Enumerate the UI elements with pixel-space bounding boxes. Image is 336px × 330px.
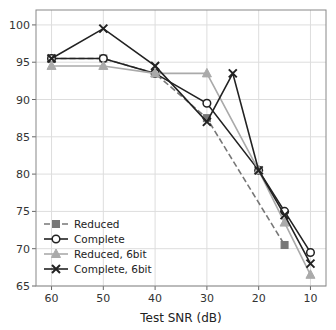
chart: 60 50 40 30 20 10 65 70 75 80 85 90 95 100 Test SNR (d… [0, 0, 336, 330]
series-line [52, 58, 311, 252]
x-tick [258, 286, 259, 290]
y-tick-label: 80 [16, 168, 30, 181]
series [48, 55, 288, 248]
series [48, 55, 315, 257]
x-tick [103, 286, 104, 290]
y-grid-line [36, 99, 326, 100]
y-tick [32, 286, 36, 287]
plot-frame [36, 10, 326, 286]
y-grid-line [36, 24, 326, 25]
legend-marker [53, 221, 60, 228]
series-line [52, 66, 311, 275]
marker [99, 61, 108, 70]
series-line [52, 29, 311, 264]
legend-item: Reduced, 6bit [44, 248, 147, 260]
y-tick-label: 85 [16, 131, 30, 144]
y-grid-line [36, 136, 326, 137]
series-group [47, 25, 315, 279]
marker [203, 118, 211, 126]
x-tick [310, 286, 311, 290]
marker [229, 69, 237, 77]
legend-marker [52, 265, 60, 273]
legend-label: Reduced, 6bit [74, 248, 147, 260]
grid [36, 10, 326, 286]
x-tick [206, 286, 207, 290]
legend: Reduced Complete Reduced, 6bit Complete, 6b… [44, 218, 152, 275]
x-tick-label: 60 [45, 292, 59, 305]
x-tick [155, 286, 156, 290]
y-tick [32, 211, 36, 212]
legend-label: Reduced [74, 218, 120, 230]
y-tick-label: 65 [16, 280, 30, 293]
marker [281, 241, 288, 248]
marker [281, 211, 289, 219]
marker [255, 166, 263, 174]
y-tick-label: 70 [16, 243, 30, 256]
x-tick-label: 30 [200, 292, 214, 305]
marker [99, 25, 107, 33]
x-axis-label: Test SNR (dB) [139, 311, 221, 325]
x-tick-label: 50 [96, 292, 110, 305]
y-tick [32, 99, 36, 100]
x-grid-line [155, 10, 156, 286]
y-tick [32, 248, 36, 249]
y-tick-label: 90 [16, 94, 30, 107]
x-tick-label: 20 [252, 292, 266, 305]
y-tick-label: 75 [16, 205, 30, 218]
legend-item: Complete [44, 233, 125, 245]
y-tick [32, 62, 36, 63]
x-tick-label: 40 [148, 292, 162, 305]
y-tick [32, 24, 36, 25]
marker [48, 54, 56, 62]
marker [151, 62, 159, 70]
marker [306, 260, 314, 268]
x-grid-line [310, 10, 311, 286]
legend-marker [52, 249, 61, 258]
legend-label: Complete, 6bit [74, 263, 152, 275]
marker [307, 249, 315, 257]
y-tick-label: 100 [9, 19, 30, 32]
series [48, 25, 315, 268]
y-tick [32, 136, 36, 137]
y-grid-line [36, 174, 326, 175]
x-grid-line [51, 10, 52, 286]
legend-item: Complete, 6bit [44, 263, 152, 275]
marker [203, 99, 211, 107]
x-grid-line [206, 10, 207, 286]
x-grid-line [258, 10, 259, 286]
legend-marker [52, 235, 60, 243]
marker [254, 165, 263, 174]
x-tick [51, 286, 52, 290]
y-tick [32, 174, 36, 175]
marker [306, 270, 315, 279]
marker [202, 68, 211, 77]
x-tick-label: 10 [303, 292, 317, 305]
legend-item: Reduced [44, 218, 120, 230]
legend-label: Complete [74, 233, 125, 245]
y-grid-line [36, 62, 326, 63]
y-tick-label: 95 [16, 56, 30, 69]
axes: 60 50 40 30 20 10 65 70 75 80 85 90 95 100 [9, 10, 326, 305]
